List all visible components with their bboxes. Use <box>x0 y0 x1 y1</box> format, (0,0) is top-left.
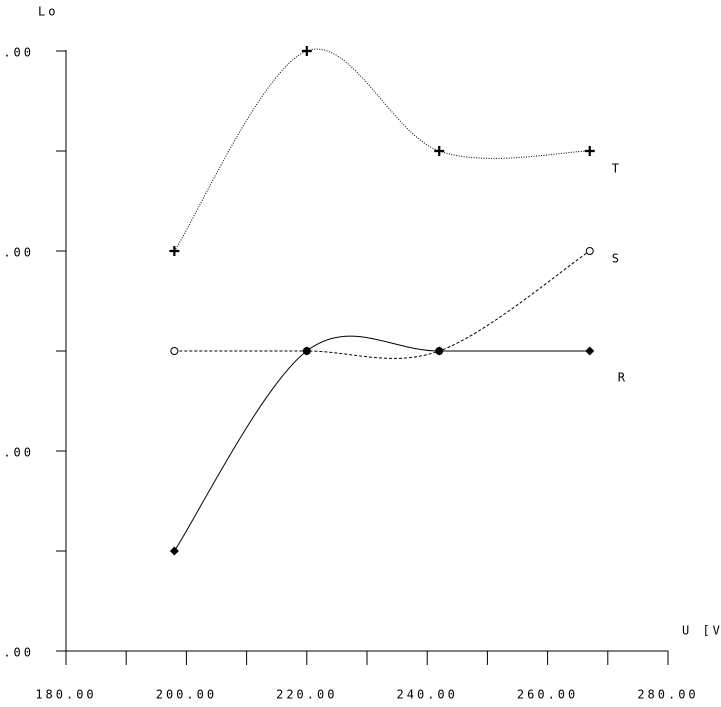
x-tick-label: 220.00 <box>276 688 337 702</box>
marker <box>302 346 312 356</box>
x-tick-label: 260.00 <box>517 688 578 702</box>
marker <box>584 146 595 156</box>
series-label: T <box>612 162 622 176</box>
marker <box>301 46 312 56</box>
x-tick-label: 240.00 <box>397 688 458 702</box>
x-tick-label: 180.00 <box>35 688 96 702</box>
series-line <box>173 48 590 252</box>
marker <box>169 246 180 256</box>
series-label: S <box>612 252 622 266</box>
series-line <box>174 250 591 359</box>
marker <box>585 346 595 356</box>
x-tick-label: 200.00 <box>156 688 217 702</box>
marker <box>585 247 594 255</box>
y-tick-label: 6.00 <box>0 246 34 260</box>
y-tick-label: 2.00 <box>0 646 34 660</box>
series-label: R <box>618 371 628 385</box>
y-axis-label: Lo <box>38 5 58 19</box>
x-axis-label: U [V] <box>682 624 721 638</box>
marker <box>434 146 445 156</box>
y-tick-label: 8.00 <box>0 46 34 60</box>
y-tick-label: 4.00 <box>0 446 34 460</box>
marker <box>434 346 444 356</box>
marker <box>170 347 179 355</box>
x-tick-label: 280.00 <box>637 688 698 702</box>
marker <box>169 546 179 556</box>
series-line <box>173 335 590 552</box>
